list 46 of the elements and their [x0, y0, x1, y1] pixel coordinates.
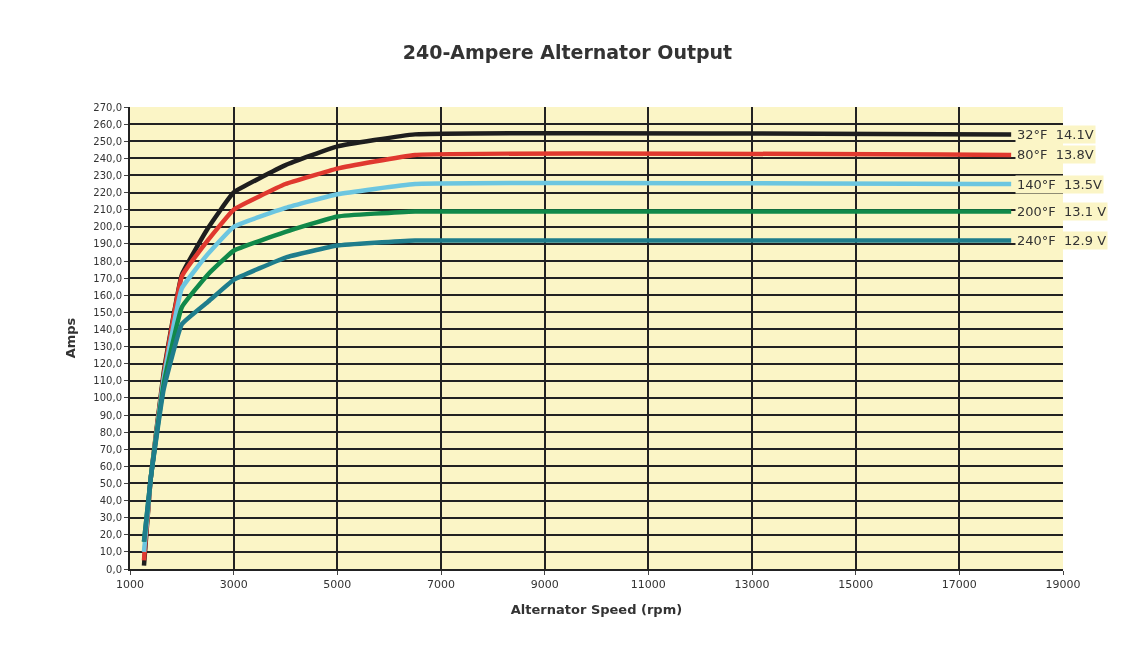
series-label: 80°F 13.8V	[1017, 147, 1094, 162]
x-tick-label: 13000	[734, 578, 770, 592]
y-tick-label: 200,0	[93, 221, 122, 233]
y-tick-label: 40,0	[99, 495, 122, 507]
y-tick-label: 150,0	[93, 306, 122, 318]
series-label: 240°F 12.9 V	[1017, 233, 1107, 248]
x-tick-label: 15000	[838, 578, 874, 592]
chart-title: 240-Ampere Alternator Output	[402, 41, 733, 64]
y-tick-label: 130,0	[93, 341, 122, 353]
y-tick-label: 160,0	[93, 289, 122, 301]
x-tick-label: 3000	[219, 578, 248, 592]
y-tick-label: 180,0	[93, 255, 122, 267]
y-tick-label: 260,0	[93, 118, 122, 130]
x-tick-label: 5000	[323, 578, 352, 592]
x-tick-label: 9000	[530, 578, 559, 592]
y-tick-label: 20,0	[99, 529, 122, 541]
y-tick-label: 60,0	[99, 460, 122, 472]
y-tick-label: 220,0	[93, 187, 122, 199]
x-tick-label: 7000	[427, 578, 455, 592]
y-tick-label: 140,0	[93, 323, 122, 335]
y-tick-label: 170,0	[93, 272, 122, 284]
x-tick-label: 11000	[630, 578, 666, 592]
x-axis-title: Alternator Speed (rpm)	[510, 602, 683, 618]
y-tick-label: 30,0	[99, 512, 122, 524]
y-tick-label: 120,0	[93, 358, 122, 370]
y-tick-label: 100,0	[93, 392, 122, 404]
y-tick-label: 50,0	[99, 477, 122, 489]
y-tick-label: 210,0	[93, 204, 122, 216]
y-tick-label: 270,0	[93, 101, 122, 113]
series-label: 140°F 13.5V	[1017, 177, 1102, 192]
y-tick-label: 70,0	[99, 443, 122, 455]
x-tick-label: 19000	[1045, 578, 1081, 592]
y-tick-label: 80,0	[99, 426, 122, 438]
y-tick-label: 0,0	[106, 563, 122, 575]
y-axis-title: Amps	[62, 317, 78, 359]
y-tick-label: 250,0	[93, 135, 122, 147]
x-tick-label: 1000	[116, 578, 144, 592]
y-tick-label: 10,0	[99, 546, 122, 558]
y-tick-label: 90,0	[99, 409, 122, 421]
y-tick-label: 110,0	[93, 375, 122, 387]
series-label: 200°F 13.1 V	[1017, 204, 1107, 219]
series-label: 32°F 14.1V	[1017, 127, 1094, 142]
y-tick-label: 230,0	[93, 169, 122, 181]
x-tick-label: 17000	[941, 578, 977, 592]
y-tick-label: 190,0	[93, 238, 122, 250]
y-tick-label: 240,0	[93, 152, 122, 164]
